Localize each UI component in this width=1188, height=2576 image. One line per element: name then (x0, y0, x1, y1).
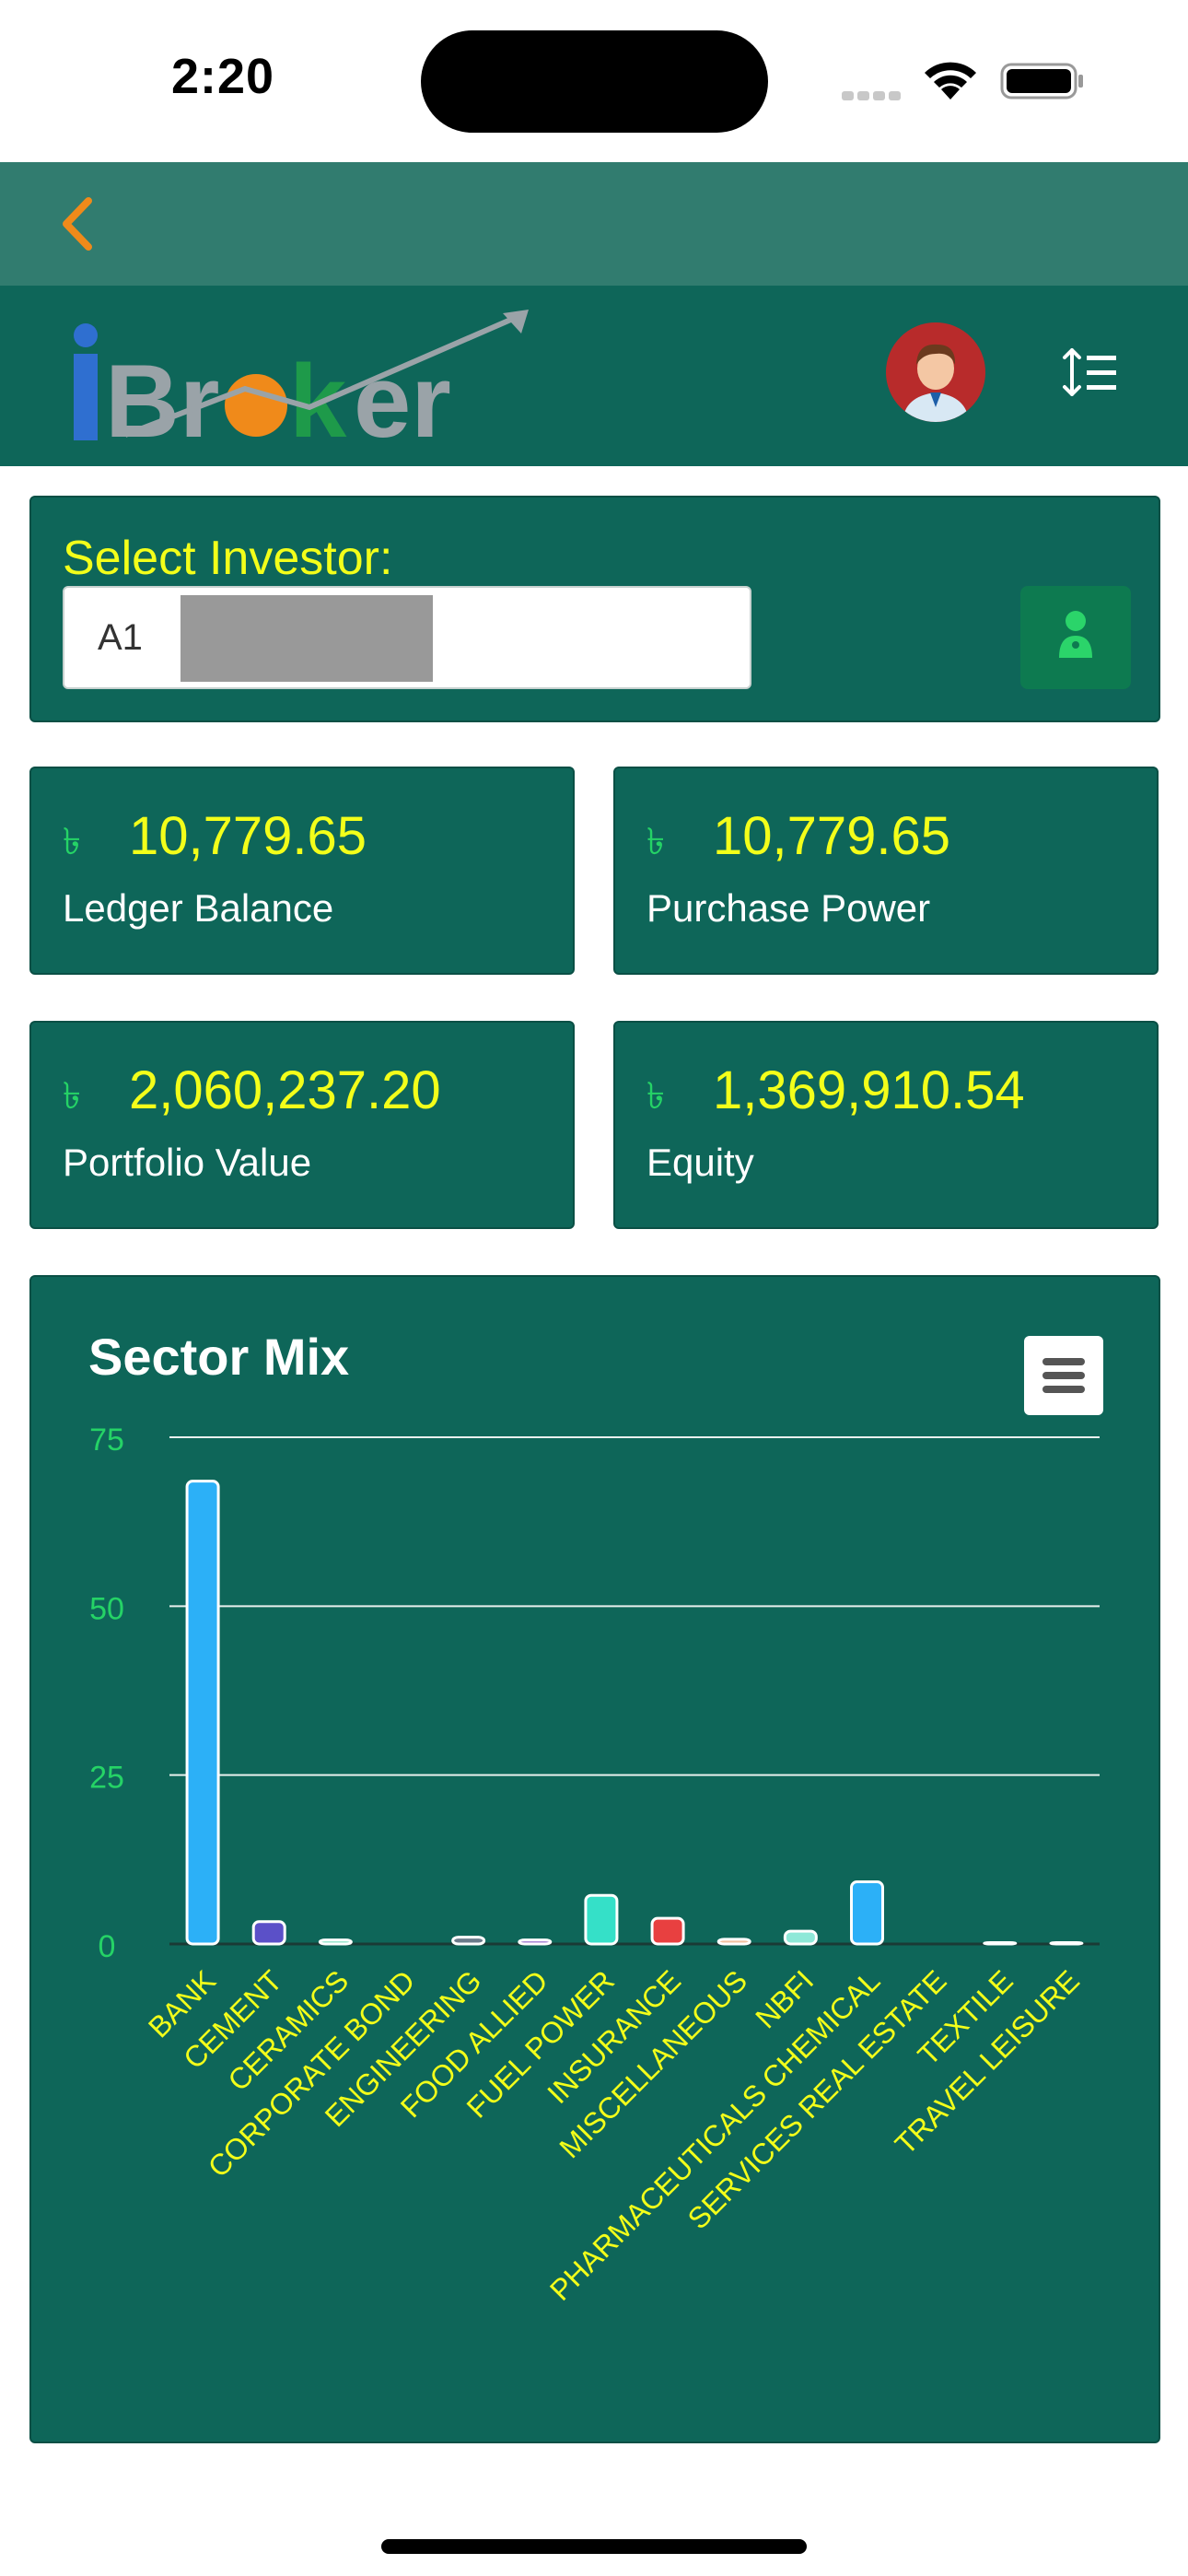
chevron-left-icon[interactable] (52, 192, 107, 256)
taka-icon: ৳ (646, 822, 665, 862)
y-tick-label: 50 (89, 1591, 124, 1626)
svg-text:k: k (289, 344, 347, 453)
bar (584, 1893, 619, 1946)
taka-icon: ৳ (63, 822, 81, 862)
purchase-power-label: Purchase Power (646, 886, 931, 930)
ledger-balance-card: ৳ 10,779.65 Ledger Balance (29, 767, 575, 975)
avatar[interactable] (886, 322, 985, 422)
y-tick-label: 25 (89, 1761, 124, 1796)
ledger-balance-label: Ledger Balance (63, 886, 334, 930)
home-indicator (381, 2539, 807, 2554)
status-time: 2:20 (171, 49, 275, 104)
brand-bar: Br k er (0, 286, 1188, 466)
bar (650, 1916, 685, 1946)
purchase-power-value: 10,779.65 (713, 806, 951, 866)
ibroker-logo: Br k er (74, 310, 529, 453)
svg-text:Br: Br (105, 344, 219, 453)
chart-title: Sector Mix (88, 1328, 350, 1386)
bar (850, 1880, 884, 1946)
bar (185, 1480, 220, 1946)
y-tick-label: 75 (89, 1423, 124, 1458)
purchase-power-card: ৳ 10,779.65 Purchase Power (613, 767, 1159, 975)
taka-icon: ৳ (646, 1076, 665, 1117)
portfolio-value-label: Portfolio Value (63, 1141, 312, 1184)
dynamic-island (421, 30, 768, 133)
signal-icon (842, 88, 906, 100)
battery-icon (1000, 63, 1083, 100)
taka-icon: ৳ (63, 1076, 81, 1117)
portfolio-value-value: 2,060,237.20 (129, 1060, 441, 1120)
portfolio-value-card: ৳ 2,060,237.20 Portfolio Value (29, 1021, 575, 1229)
wifi-icon (925, 62, 976, 100)
bar (716, 1938, 751, 1946)
equity-value: 1,369,910.54 (713, 1060, 1025, 1120)
ledger-balance-value: 10,779.65 (129, 806, 367, 866)
equity-label: Equity (646, 1141, 754, 1184)
bar (518, 1938, 553, 1946)
redaction-block (181, 595, 433, 682)
hamburger-icon[interactable] (1024, 1336, 1103, 1415)
investor-search-button[interactable] (1020, 586, 1131, 689)
bar (783, 1929, 818, 1946)
svg-text:er: er (354, 344, 451, 453)
sector-mix-card: Sector Mix 0 25 50 75 BANK CEMENT CERAMICS CORP… (29, 1275, 1160, 2443)
nav-bar (0, 162, 1188, 286)
investor-card: Select Investor: A1 (29, 496, 1160, 722)
y-tick-label: 0 (99, 1929, 116, 1964)
person-icon (1059, 611, 1092, 658)
investor-label: Select Investor: (63, 532, 393, 585)
investor-value: A1 (98, 617, 143, 658)
bar (1049, 1941, 1084, 1946)
investor-input[interactable]: A1 (63, 586, 751, 689)
bar (318, 1938, 353, 1946)
bar (983, 1941, 1018, 1946)
bar (251, 1920, 286, 1946)
sort-list-icon[interactable] (1061, 343, 1120, 402)
bar (451, 1936, 486, 1946)
equity-card: ৳ 1,369,910.54 Equity (613, 1021, 1159, 1229)
status-bar: 2:20 (0, 0, 1188, 162)
